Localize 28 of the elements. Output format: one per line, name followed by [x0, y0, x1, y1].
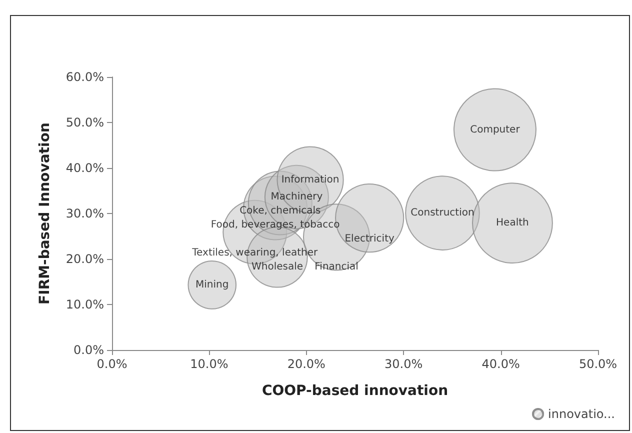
legend-label: innovatio...: [548, 407, 616, 421]
x-tick-label: 20.0%: [287, 357, 326, 371]
data-label: Financial: [314, 262, 358, 273]
x-tick-label: 30.0%: [384, 357, 423, 371]
x-axis-title: COOP-based innovation: [262, 383, 448, 399]
data-label: Computer: [470, 124, 521, 136]
y-tick-label: 30.0%: [66, 206, 104, 220]
data-label: Textiles, wearing, leather: [191, 248, 319, 259]
data-label: Health: [496, 218, 529, 229]
data-label: Food, beverages, tobacco: [210, 220, 340, 231]
x-tick-label: 10.0%: [190, 357, 228, 371]
data-label: Coke, chemicals: [240, 206, 321, 217]
data-label: Information: [281, 174, 340, 186]
y-tick-label: 0.0%: [74, 343, 104, 357]
data-label: Construction: [410, 208, 474, 219]
x-tick-label: 50.0%: [578, 357, 618, 371]
data-label: Machinery: [270, 192, 323, 203]
y-axis-title: FIRM-based Innovation: [37, 122, 53, 304]
y-tick-label: 10.0%: [66, 298, 104, 312]
y-tick-label: 50.0%: [66, 116, 104, 130]
y-tick-label: 40.0%: [66, 161, 104, 175]
x-tick-label: 40.0%: [482, 357, 520, 371]
data-label: Wholesale: [251, 262, 304, 273]
y-tick-label: 60.0%: [66, 70, 104, 84]
y-tick-label: 20.0%: [66, 252, 104, 266]
data-label: Mining: [196, 279, 229, 290]
data-label: Electricity: [344, 234, 394, 245]
x-tick-label: 0.0%: [96, 357, 128, 371]
